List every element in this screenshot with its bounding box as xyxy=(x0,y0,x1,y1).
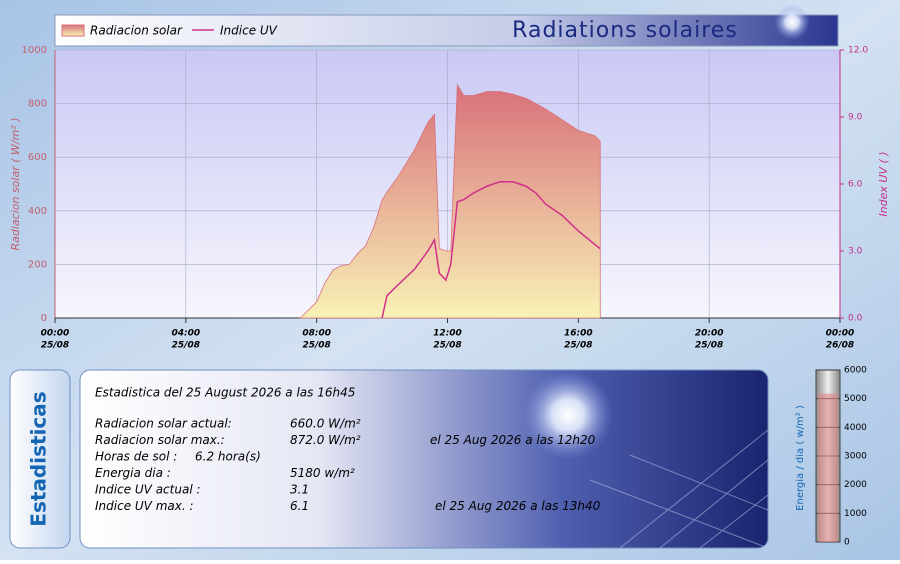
stat-note: el 25 Aug 2026 a las 12h20 xyxy=(430,433,596,447)
y-tick-label: 200 xyxy=(28,259,47,270)
sun-decoration xyxy=(523,370,613,460)
x-tick-date: 25/08 xyxy=(564,341,592,351)
x-tick-date: 25/08 xyxy=(172,341,200,351)
stat-value: 872.0 W/m² xyxy=(290,433,361,447)
gauge-title: Energia / dia ( w/m² ) xyxy=(795,405,806,511)
legend-swatch xyxy=(61,24,85,37)
y-tick-label: 600 xyxy=(28,152,47,163)
gauge-tick-label: 2000 xyxy=(844,480,867,490)
stats-tab xyxy=(9,369,71,549)
y2-tick-label: 9.0 xyxy=(848,113,863,123)
sun-decoration xyxy=(774,4,810,40)
stat-note: el 25 Aug 2026 a las 13h40 xyxy=(435,499,601,513)
x-tick-label: 00:00 xyxy=(41,329,70,339)
gauge-tick-label: 0 xyxy=(844,538,850,548)
stat-label: Energia dia : xyxy=(95,466,171,480)
x-tick-label: 20:00 xyxy=(695,329,724,339)
radiation-area xyxy=(299,83,601,319)
stats-title: Estadistica del 25 August 2026 a las 16h… xyxy=(95,386,355,400)
y2-tick-label: 0.0 xyxy=(848,314,863,324)
legend-label: Indice UV xyxy=(220,24,278,38)
uv-line xyxy=(381,181,601,319)
gauge-tick-label: 4000 xyxy=(844,423,867,433)
panel-decoration xyxy=(589,429,769,549)
y2-tick-label: 3.0 xyxy=(848,247,863,257)
y2-tick-label: 12.0 xyxy=(848,46,868,56)
y-axis-title: Radiacion solar ( W/m² ) xyxy=(9,117,22,250)
gauge-bar xyxy=(818,393,838,542)
y-tick-label: 0 xyxy=(41,313,47,324)
stat-value: 5180 w/m² xyxy=(290,466,355,480)
stat-value: 6.2 hora(s) xyxy=(195,450,261,464)
stat-label: Indice UV max. : xyxy=(95,499,194,513)
banner xyxy=(54,14,839,47)
y2-tick-label: 6.0 xyxy=(848,180,863,190)
gauge-tick-label: 6000 xyxy=(844,366,867,376)
x-tick-label: 08:00 xyxy=(302,329,331,339)
x-tick-date: 26/08 xyxy=(826,341,854,351)
y-tick-label: 1000 xyxy=(22,45,47,56)
y-tick-label: 800 xyxy=(28,99,47,110)
x-tick-date: 25/08 xyxy=(302,341,330,351)
x-tick-date: 25/08 xyxy=(433,341,461,351)
stat-value: 3.1 xyxy=(290,483,309,497)
x-tick-label: 16:00 xyxy=(564,329,593,339)
gauge-tick-label: 1000 xyxy=(844,509,867,519)
chart-title: Radiations solaires xyxy=(512,18,738,43)
stats-tab-label: Estadisticas xyxy=(27,391,51,526)
stat-label: Radiacion solar max.: xyxy=(95,433,225,447)
stat-label: Radiacion solar actual: xyxy=(95,417,232,431)
legend-label: Radiacion solar xyxy=(90,24,183,38)
x-tick-label: 12:00 xyxy=(433,329,462,339)
y-tick-label: 400 xyxy=(28,206,47,217)
stat-value: 660.0 W/m² xyxy=(290,417,361,431)
gauge-tick-label: 3000 xyxy=(844,452,867,462)
stat-label: Horas de sol : xyxy=(95,450,177,464)
y2-axis-title: Index UV ( ) xyxy=(877,151,890,216)
gauge-tick-label: 5000 xyxy=(844,394,867,404)
stat-value: 6.1 xyxy=(290,499,309,513)
x-tick-date: 25/08 xyxy=(41,341,69,351)
stat-label: Indice UV actual : xyxy=(95,483,201,497)
x-tick-date: 25/08 xyxy=(695,341,723,351)
x-tick-label: 04:00 xyxy=(172,329,201,339)
x-tick-label: 00:00 xyxy=(826,329,855,339)
